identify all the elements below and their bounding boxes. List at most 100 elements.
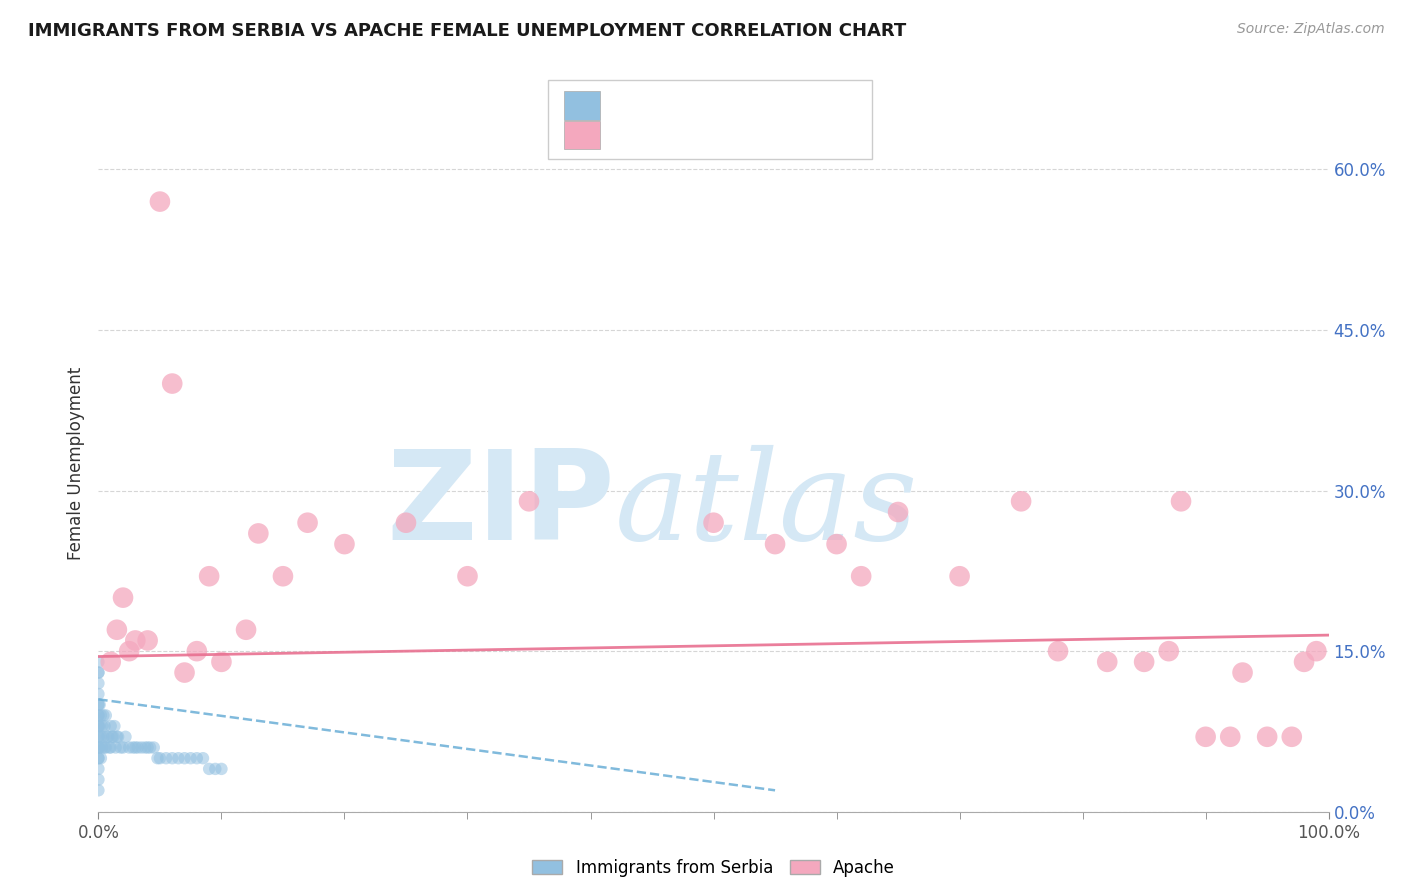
- Point: [87, 676, 110, 690]
- Point: [1157, 644, 1180, 658]
- Point: [87, 708, 110, 723]
- Point: [118, 644, 141, 658]
- Point: [1010, 494, 1032, 508]
- Point: [87, 730, 110, 744]
- Point: [107, 730, 129, 744]
- Point: [395, 516, 418, 530]
- Point: [136, 740, 159, 755]
- Point: [1195, 730, 1218, 744]
- Point: [887, 505, 910, 519]
- Point: [89, 698, 111, 712]
- Text: 0.051: 0.051: [644, 126, 707, 144]
- Point: [100, 740, 122, 755]
- Point: [297, 516, 319, 530]
- Point: [204, 762, 226, 776]
- Text: atlas: atlas: [616, 445, 918, 566]
- Point: [97, 730, 120, 744]
- Point: [247, 526, 270, 541]
- Point: [103, 730, 125, 744]
- Text: ZIP: ZIP: [387, 445, 616, 566]
- Point: [87, 698, 110, 712]
- Point: [87, 687, 110, 701]
- Point: [104, 740, 127, 755]
- Point: [87, 783, 110, 797]
- Point: [149, 194, 172, 209]
- Point: [849, 569, 872, 583]
- Point: [139, 740, 162, 755]
- Point: [173, 665, 195, 680]
- Point: [87, 730, 110, 744]
- Point: [87, 762, 110, 776]
- Point: [1305, 644, 1327, 658]
- Text: R =: R =: [609, 126, 648, 144]
- Point: [87, 665, 110, 680]
- Text: N =: N =: [717, 96, 769, 114]
- Point: [118, 740, 141, 755]
- Point: [1232, 665, 1254, 680]
- Point: [93, 730, 115, 744]
- Point: [136, 633, 159, 648]
- Point: [1281, 730, 1303, 744]
- Point: [1294, 655, 1316, 669]
- Point: [100, 655, 122, 669]
- Point: [87, 719, 110, 733]
- Point: [114, 730, 136, 744]
- Point: [763, 537, 786, 551]
- Point: [93, 708, 115, 723]
- Point: [517, 494, 540, 508]
- Point: [1256, 730, 1278, 744]
- Text: 69: 69: [762, 96, 787, 114]
- Point: [271, 569, 294, 583]
- Point: [110, 740, 132, 755]
- Point: [89, 740, 111, 755]
- Point: [211, 655, 233, 669]
- Point: [87, 719, 110, 733]
- Point: [100, 719, 122, 733]
- Point: [87, 751, 110, 765]
- Text: Source: ZipAtlas.com: Source: ZipAtlas.com: [1237, 22, 1385, 37]
- Point: [949, 569, 972, 583]
- Point: [1046, 644, 1070, 658]
- Point: [91, 719, 114, 733]
- Point: [90, 730, 112, 744]
- Point: [235, 623, 257, 637]
- Point: [333, 537, 356, 551]
- Point: [146, 751, 169, 765]
- Point: [198, 569, 221, 583]
- Point: [105, 623, 128, 637]
- Point: [186, 644, 208, 658]
- Point: [456, 569, 478, 583]
- Point: [101, 730, 124, 744]
- Point: [155, 751, 177, 765]
- Legend: Immigrants from Serbia, Apache: Immigrants from Serbia, Apache: [526, 852, 901, 883]
- Point: [124, 740, 146, 755]
- Text: 39: 39: [762, 126, 787, 144]
- Point: [703, 516, 725, 530]
- Point: [112, 591, 135, 605]
- Point: [87, 740, 110, 755]
- Text: -0.027: -0.027: [644, 96, 709, 114]
- Text: R =: R =: [609, 96, 648, 114]
- Point: [180, 751, 202, 765]
- Point: [167, 751, 190, 765]
- Point: [1133, 655, 1156, 669]
- Point: [1219, 730, 1241, 744]
- Point: [142, 740, 165, 755]
- Point: [149, 751, 172, 765]
- Point: [98, 740, 121, 755]
- Point: [1097, 655, 1119, 669]
- Point: [134, 740, 156, 755]
- Point: [173, 751, 195, 765]
- Point: [186, 751, 208, 765]
- Point: [127, 740, 149, 755]
- Point: [87, 698, 110, 712]
- Point: [89, 719, 111, 733]
- Point: [94, 708, 117, 723]
- Point: [211, 762, 233, 776]
- Point: [103, 719, 125, 733]
- Point: [198, 762, 221, 776]
- Point: [90, 751, 112, 765]
- Point: [93, 719, 115, 733]
- Point: [96, 730, 118, 744]
- Point: [162, 376, 183, 391]
